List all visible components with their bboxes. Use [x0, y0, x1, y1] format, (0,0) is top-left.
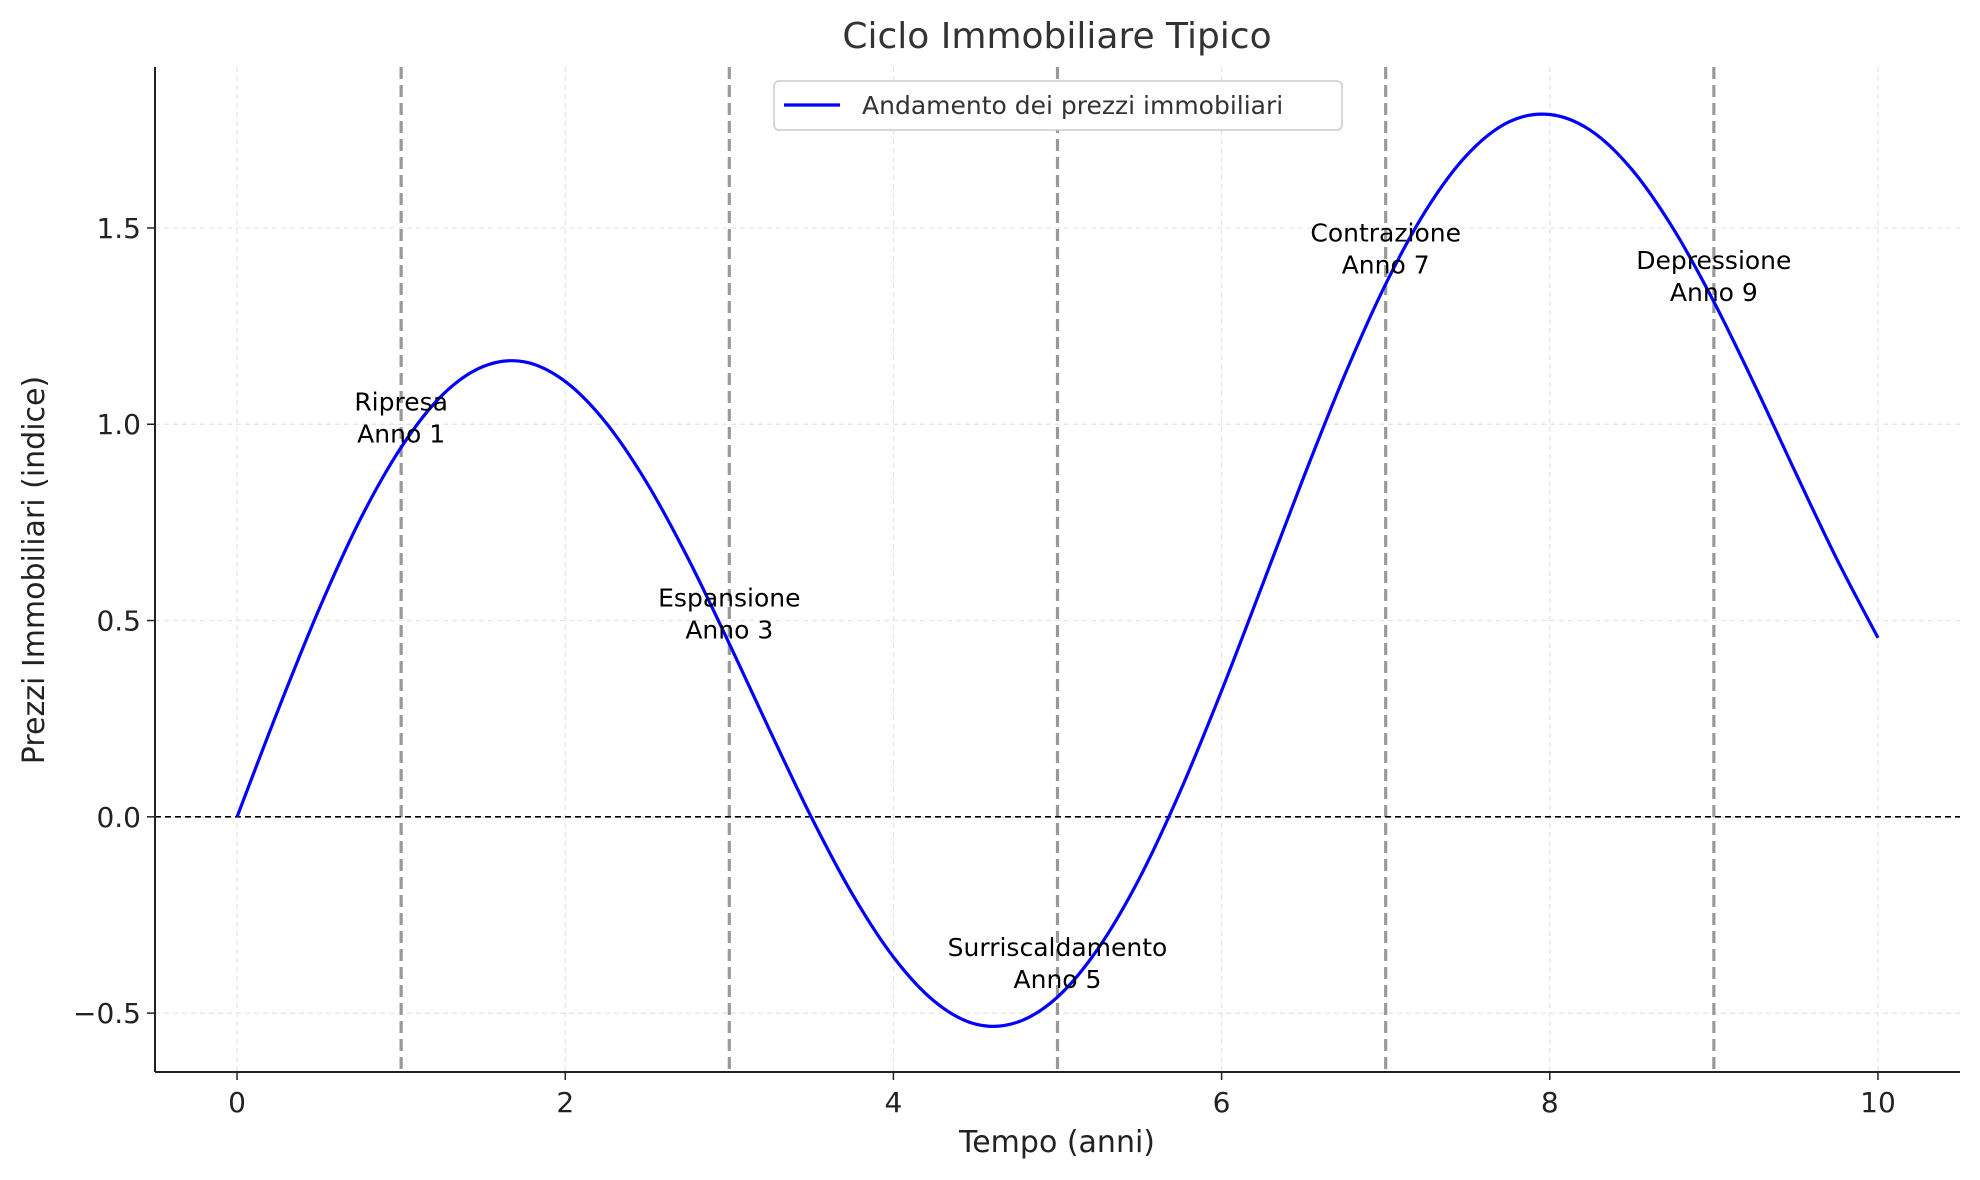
legend-box — [773, 80, 1343, 131]
y-tick-label: 1.5 — [96, 212, 141, 245]
annotation-phase: Surriscaldamento — [948, 933, 1168, 962]
ticks: 0 2 4 6 8 10 −0.5 0.0 0.5 1.0 1.5 — [73, 212, 1896, 1119]
x-tick-label: 2 — [556, 1086, 574, 1119]
y-tick-label: 0.0 — [96, 801, 141, 834]
y-tick-label: −0.5 — [73, 997, 141, 1030]
phase-lines — [399, 67, 1716, 1072]
x-tick-label: 8 — [1541, 1086, 1559, 1119]
price-trend-line — [235, 112, 1880, 1028]
x-axis-label: Tempo (anni) — [958, 1125, 1155, 1160]
y-axis-label: Prezzi Immobiliari (indice) — [17, 376, 52, 764]
annotation-year: Anno 7 — [1342, 251, 1430, 280]
y-tick-label: 0.5 — [96, 605, 141, 638]
annotation-phase: Espansione — [658, 584, 800, 613]
annotation-year: Anno 9 — [1670, 278, 1758, 307]
legend: Andamento dei prezzi immobiliari — [773, 80, 1343, 131]
axes — [154, 67, 1960, 1073]
x-tick-label: 6 — [1213, 1086, 1231, 1119]
x-tick-label: 10 — [1860, 1086, 1896, 1119]
annotation-year: Anno 5 — [1014, 965, 1102, 994]
annotation-phase: Contrazione — [1310, 219, 1461, 248]
annotation-year: Anno 3 — [685, 616, 773, 645]
x-tick-label: 0 — [228, 1086, 246, 1119]
annotation-phase: Depressione — [1636, 246, 1791, 275]
annotation-year: Anno 1 — [357, 419, 445, 448]
legend-label: Andamento dei prezzi immobiliari — [862, 91, 1283, 120]
y-tick-label: 1.0 — [96, 408, 141, 441]
annotation-phase: Ripresa — [354, 387, 448, 416]
x-tick-label: 4 — [884, 1086, 902, 1119]
annotations: Ripresa Anno 1 Espansione Anno 3 Surriscalda… — [354, 219, 1791, 994]
chart-title: Ciclo Immobiliare Tipico — [842, 16, 1271, 57]
